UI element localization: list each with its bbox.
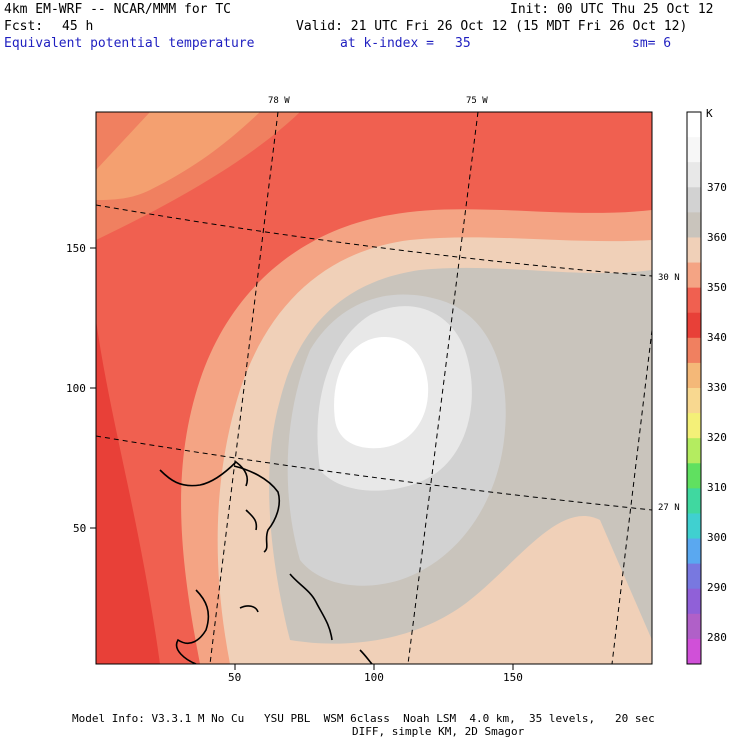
valid-time: Valid: 21 UTC Fri 26 Oct 12 (15 MDT Fri …	[296, 19, 688, 34]
colorbar-swatch	[687, 312, 701, 339]
colorbar-label-290: 290	[707, 581, 727, 594]
coastline-new-providence	[239, 605, 259, 613]
colorbar-swatch	[687, 638, 701, 665]
colorbar-swatch	[687, 613, 701, 640]
colorbar-swatch	[687, 538, 701, 565]
k-index-value: 35	[455, 36, 471, 51]
coastline-exuma	[359, 649, 373, 664]
colorbar	[686, 111, 702, 665]
colorbar-swatch	[687, 112, 701, 138]
colorbar-swatch	[687, 413, 701, 439]
colorbar-frame	[686, 111, 702, 665]
parallel-30n	[96, 204, 652, 277]
theta-e-370-core	[334, 336, 429, 449]
meridian-78w	[209, 112, 279, 664]
colorbar-label-360: 360	[707, 231, 727, 244]
y-tick-100: 100	[66, 382, 86, 395]
model-title: 4km EM-WRF -- NCAR/MMM for TC	[4, 2, 231, 17]
colorbar-label-340: 340	[707, 331, 727, 344]
smoothing-value: sm= 6	[632, 36, 672, 51]
coastline-abaco	[233, 465, 281, 553]
colorbar-swatch	[687, 362, 701, 389]
lon-label-78w: 78 W	[268, 96, 290, 106]
y-tick-150: 150	[66, 242, 86, 255]
forecast-label: Fcst:	[4, 19, 44, 34]
coastline-berry-islands	[245, 509, 258, 531]
colorbar-swatch	[687, 463, 701, 489]
darker-strip-west	[96, 320, 160, 664]
graticule	[96, 112, 652, 664]
colorbar-label-370: 370	[707, 181, 727, 194]
model-info-line1: Model Info: V3.3.1 M No Cu YSU PBL WSM 6…	[72, 712, 655, 725]
init-time: Init: 00 UTC Thu 25 Oct 12	[510, 2, 714, 17]
coastlines	[159, 460, 373, 664]
x-tick-100: 100	[364, 671, 384, 684]
meridian-75w	[407, 112, 479, 664]
lon-label-75w: 75 W	[466, 96, 488, 106]
colorbar-swatch	[687, 237, 701, 264]
y-tick-50: 50	[73, 522, 86, 535]
coastline-eleuthera	[289, 573, 333, 641]
model-info-line2: DIFF, simple KM, 2D Smagor	[352, 725, 525, 738]
x-tick-50: 50	[228, 671, 241, 684]
colorbar-swatch	[687, 162, 701, 188]
parallel-27n	[96, 435, 652, 511]
colorbar-swatch	[687, 388, 701, 414]
colorbar-label-330: 330	[707, 381, 727, 394]
warm-band-inner	[96, 112, 260, 200]
colorbar-label-350: 350	[707, 281, 727, 294]
colorbar-swatch	[687, 137, 701, 163]
lat-label-30n: 30 N	[658, 273, 680, 283]
colorbar-label-310: 310	[707, 481, 727, 494]
colorbar-swatch	[687, 187, 701, 213]
colorbar-unit: K	[706, 107, 713, 120]
colorbar-label-320: 320	[707, 431, 727, 444]
theta-e-field	[96, 112, 652, 664]
colorbar-label-280: 280	[707, 631, 727, 644]
colorbar-swatch	[687, 513, 701, 540]
axis-ticks	[90, 247, 514, 670]
k-index-label: at k-index =	[340, 36, 434, 51]
x-tick-150: 150	[503, 671, 523, 684]
colorbar-label-300: 300	[707, 531, 727, 544]
colorbar-swatch	[687, 588, 701, 615]
colorbar-swatch	[687, 287, 701, 314]
coastline-grand-bahama	[159, 460, 249, 487]
forecast-hours: 45 h	[62, 19, 94, 34]
colorbar-swatch	[687, 488, 701, 514]
colorbar-swatch	[687, 337, 701, 364]
colorbar-swatch	[687, 212, 701, 238]
colorbar-swatch	[687, 563, 701, 590]
coastline-andros	[175, 589, 210, 664]
colorbar-swatch	[687, 438, 701, 464]
field-name: Equivalent potential temperature	[4, 36, 255, 51]
meridian-72w	[611, 329, 652, 664]
colorbar-swatch	[687, 262, 701, 289]
lat-label-27n: 27 N	[658, 503, 680, 513]
